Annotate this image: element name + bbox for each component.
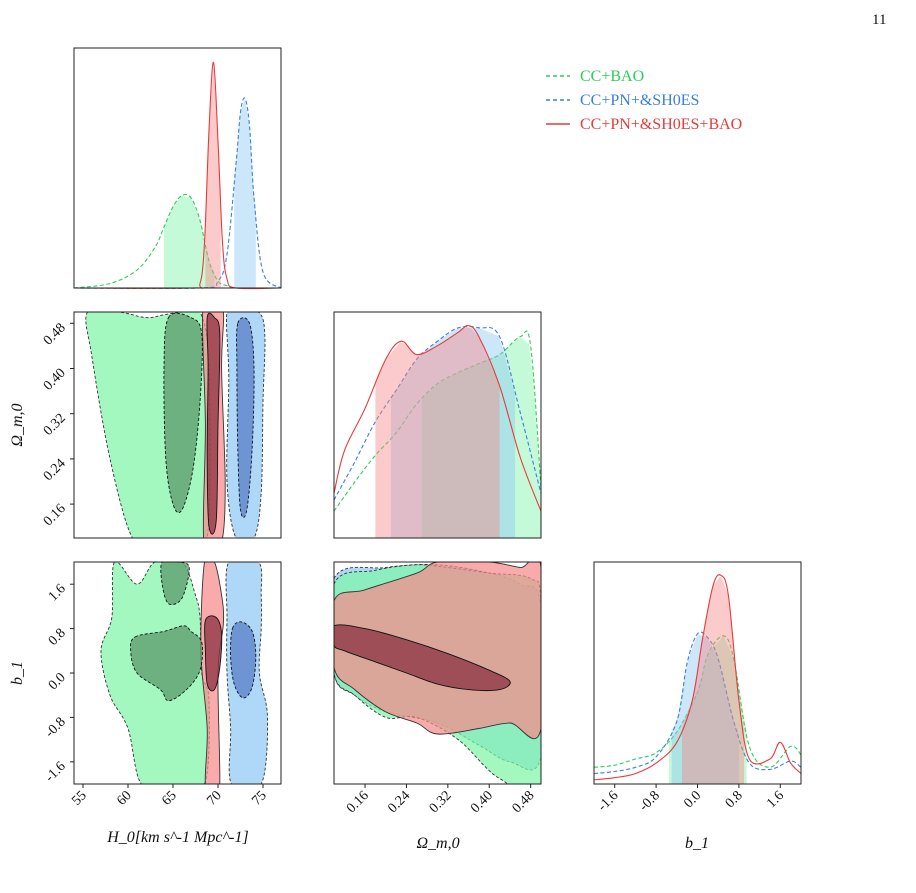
x-tick-label: 0.8 (723, 788, 746, 811)
panel-frame-H0 (73, 47, 282, 289)
contour-Omega_m0_b1-3 (334, 624, 511, 691)
y-tick-label: 0.40 (41, 366, 69, 394)
x-axis-label-Omega_m0: Ω_m,0 (416, 835, 459, 852)
interval-band-H0-1 (234, 98, 256, 288)
y-tick-label: 0.48 (41, 321, 69, 349)
interval-band-Omega_m0-2 (375, 326, 500, 538)
page-number: 11 (872, 12, 887, 28)
x-tick-label: 0.0 (681, 788, 704, 811)
contour-H0_b1-3 (130, 625, 204, 702)
y-axis-label-b1: b_1 (9, 661, 26, 685)
y-tick-label: 0.16 (41, 501, 69, 529)
legend-label-1: CC+PN+&SH0ES (580, 92, 699, 109)
density-curve-b1-0 (593, 635, 802, 768)
density-curve-Omega_m0-2 (333, 324, 542, 512)
panel-frame-H0_Omega_m0 (73, 311, 282, 539)
x-tick-label: 0.16 (344, 788, 372, 816)
contour-H0_b1-6 (204, 615, 223, 692)
x-tick-label: 0.48 (510, 788, 538, 816)
interval-band-Omega_m0-1 (390, 327, 516, 538)
x-tick-label: -0.8 (637, 788, 663, 814)
density-curve-H0-1 (73, 97, 282, 290)
x-tick-label: 60 (114, 788, 135, 809)
panel-frame-Omega_m0_b1 (333, 561, 542, 785)
y-axis-b1-2: -1.6 -0.8 0.0 0.8 1.6 (43, 581, 74, 785)
panel-frame-Omega_m0 (333, 311, 542, 539)
x-tick-label: 0.32 (427, 788, 455, 816)
x-tick-label: 70 (204, 788, 225, 809)
joint-panel-Omega_m0_b1 (334, 562, 541, 784)
x-axis-b1-2: -1.6 -0.8 0.0 0.8 1.6 (595, 784, 787, 815)
x-tick-label: 1.6 (764, 788, 787, 811)
x-axis-H0-0: 55 60 65 70 75 (69, 784, 270, 809)
x-tick-label: 0.40 (468, 788, 496, 816)
contour-H0_b1-5 (230, 621, 257, 699)
marginal-panel-H0 (73, 47, 282, 290)
legend: CC+BAO CC+PN+&SH0ES CC+PN+&SH0ES+BAO (546, 68, 742, 133)
y-axis-label-Omega_m0: Ω_m,0 (9, 403, 26, 446)
interval-band-b1-2 (682, 576, 745, 784)
legend-label-2: CC+PN+&SH0ES+BAO (580, 116, 742, 133)
marginal-panel-b1 (593, 561, 802, 785)
y-tick-label: 0.32 (41, 411, 69, 439)
x-axis-label-H0: H_0[km s^-1 Mpc^-1] (106, 829, 248, 846)
density-curve-b1-2 (593, 574, 802, 781)
x-axis-Omega_m0-1: 0.16 0.24 0.32 0.40 0.48 (344, 784, 538, 816)
x-tick-label: 65 (159, 788, 180, 809)
x-tick-label: 55 (69, 788, 90, 809)
x-axis-label-b1: b_1 (685, 835, 709, 852)
x-tick-label: -1.6 (595, 788, 621, 814)
legend-label-0: CC+BAO (580, 68, 644, 85)
interval-band-H0-2 (205, 63, 221, 288)
density-curve-Omega_m0-0 (333, 330, 542, 512)
interval-band-b1-0 (669, 635, 747, 784)
y-tick-label: 1.6 (46, 581, 69, 604)
joint-panel-H0_b1 (100, 562, 269, 784)
contour-H0_Omega_m0-5 (206, 312, 221, 535)
contour-H0_b1-4 (160, 562, 190, 606)
density-curve-Omega_m0-1 (333, 325, 542, 501)
y-tick-label: -1.6 (43, 759, 69, 785)
marginal-panel-Omega_m0 (333, 311, 542, 539)
x-tick-label: 75 (249, 788, 270, 809)
interval-band-H0-0 (164, 195, 215, 288)
contour-H0_Omega_m0-3 (163, 312, 203, 514)
x-tick-label: 0.24 (385, 788, 413, 816)
contour-H0_Omega_m0-4 (236, 317, 255, 518)
joint-panel-H0_Omega_m0 (85, 312, 266, 538)
y-tick-label: 0.24 (41, 456, 69, 484)
y-axis-Omega_m0-1: 0.16 0.24 0.32 0.40 0.48 (41, 321, 74, 529)
y-tick-label: 0.8 (46, 626, 69, 649)
y-tick-label: 0.0 (46, 670, 69, 693)
interval-band-b1-1 (671, 634, 739, 784)
interval-band-Omega_m0-0 (422, 337, 541, 538)
y-tick-label: -0.8 (43, 715, 69, 741)
